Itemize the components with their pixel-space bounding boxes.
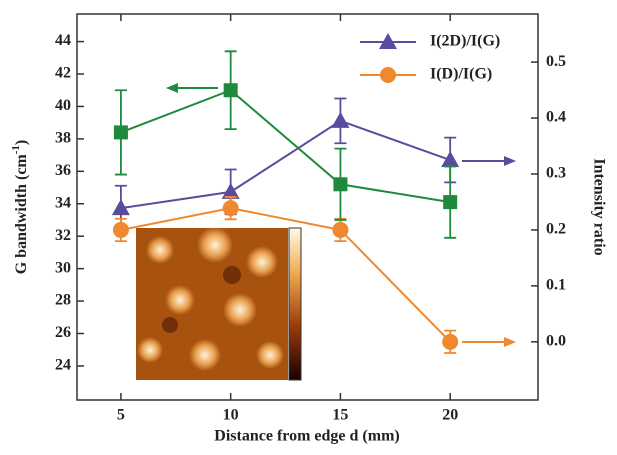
x-tick-label: 5 [117, 407, 125, 424]
y2-axis-title: Intensity ratio [590, 158, 607, 255]
legend-marker [380, 67, 396, 83]
afm-inset [136, 227, 301, 380]
data-point [442, 334, 458, 350]
x-axis-title: Distance from edge d (mm) [214, 428, 399, 445]
data-point [333, 177, 347, 191]
x-tick-label: 15 [332, 407, 348, 424]
y-axis-title-text: G bandwidth (cm [13, 154, 30, 275]
y-tick-label: 34 [55, 194, 71, 211]
y2-tick-label: 0.3 [546, 165, 566, 182]
x-tick-label: 10 [223, 407, 239, 424]
y-tick-label: 26 [55, 324, 71, 341]
data-point [113, 222, 129, 238]
y2-tick-label: 0.5 [546, 53, 566, 70]
data-point [443, 195, 457, 209]
y-tick-label: 24 [55, 357, 71, 374]
y-tick-label: 36 [55, 162, 71, 179]
y-tick-label: 28 [55, 292, 71, 309]
legend-label: I(2D)/I(G) [430, 33, 500, 50]
y2-tick-label: 0.0 [546, 332, 566, 349]
data-point [331, 112, 349, 128]
y-tick-label: 38 [55, 130, 71, 147]
y-axis-title-suffix: ) [13, 140, 30, 145]
data-point [441, 151, 459, 167]
data-point [332, 222, 348, 238]
y-tick-label: 40 [55, 97, 71, 114]
data-point [224, 83, 238, 97]
y2-tick-label: 0.1 [546, 277, 566, 294]
y-axis-title-sup: -1 [10, 145, 22, 154]
y-tick-label: 32 [55, 227, 71, 244]
y2-tick-label: 0.4 [546, 109, 566, 126]
legend-label: I(D)/I(G) [430, 66, 492, 83]
y2-tick-label: 0.2 [546, 221, 566, 238]
data-point [114, 125, 128, 139]
series-line [121, 90, 450, 202]
chart: Distance from edge d (mm) G bandwidth (c… [0, 0, 617, 455]
y-tick-label: 42 [55, 65, 71, 82]
y-axis-title: G bandwidth (cm-1) [10, 140, 30, 275]
y-tick-label: 44 [55, 32, 71, 49]
y-tick-label: 30 [55, 259, 71, 276]
x-tick-label: 20 [442, 407, 458, 424]
data-point [223, 200, 239, 216]
